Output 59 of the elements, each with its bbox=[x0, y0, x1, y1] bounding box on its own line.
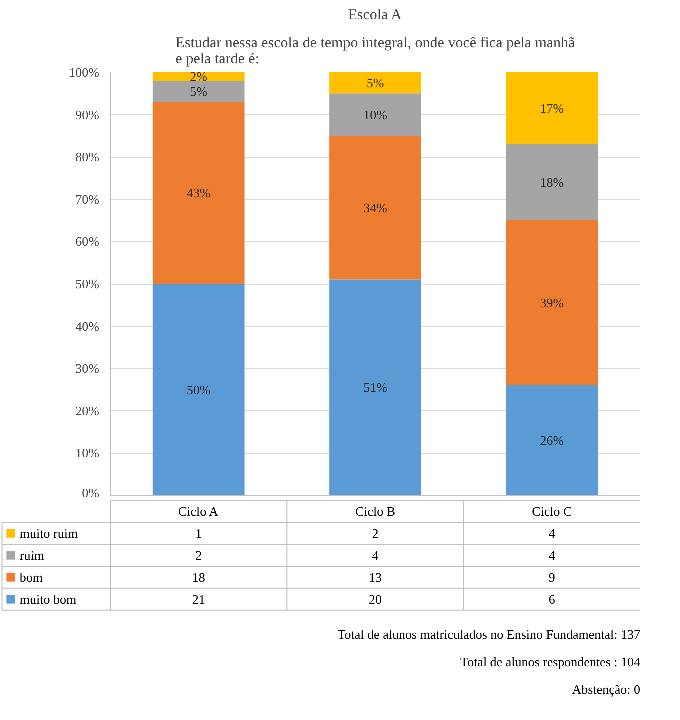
bar bbox=[506, 220, 598, 386]
y-tick-label: 60% bbox=[76, 234, 100, 250]
data-label: 5% bbox=[190, 84, 208, 100]
y-tick-label: 10% bbox=[76, 446, 100, 461]
bar bbox=[152, 72, 245, 81]
y-tick-label: 70% bbox=[76, 192, 100, 207]
text: 2 bbox=[372, 526, 379, 541]
text: 6 bbox=[548, 592, 556, 607]
y-tick-label: 20% bbox=[76, 403, 100, 418]
bar bbox=[330, 136, 422, 280]
chart-subtitle: Estudar nessa escola de tempo integral, onde você fica pela manhã e pela tarde é: bbox=[176, 36, 576, 68]
text: 2 bbox=[196, 548, 202, 563]
y-tick-label: 80% bbox=[76, 150, 100, 165]
data-label: 2% bbox=[190, 69, 208, 84]
bar bbox=[152, 284, 245, 496]
bar bbox=[506, 144, 598, 221]
bar bbox=[330, 94, 422, 136]
legend-label: ruim bbox=[20, 548, 44, 563]
bar bbox=[506, 386, 598, 496]
legend-label: muito ruim bbox=[20, 526, 78, 541]
text: 4 bbox=[548, 526, 556, 541]
data-label: 5% bbox=[366, 76, 384, 91]
text: 9 bbox=[548, 570, 556, 585]
data-label: 10% bbox=[364, 107, 388, 122]
data-label: 26% bbox=[540, 433, 564, 448]
y-tick-label: 0% bbox=[82, 486, 100, 500]
text: 4 bbox=[548, 548, 556, 563]
data-label: 18% bbox=[540, 174, 564, 190]
y-tick-label: 90% bbox=[76, 107, 100, 122]
data-label: 34% bbox=[364, 200, 388, 216]
x-tick-label: Ciclo C bbox=[532, 504, 572, 519]
x-tick-label: Ciclo B bbox=[355, 504, 396, 519]
text: 4 bbox=[372, 548, 380, 563]
bar bbox=[152, 80, 245, 102]
bar bbox=[506, 72, 598, 144]
x-tick-label: Ciclo A bbox=[178, 504, 220, 519]
y-tick-label: 50% bbox=[76, 276, 100, 292]
bar bbox=[152, 102, 245, 284]
legend-label: muito bom bbox=[20, 592, 77, 607]
y-tick-label: 30% bbox=[76, 361, 100, 376]
text: 20 bbox=[369, 592, 382, 607]
text: 18 bbox=[192, 570, 206, 585]
text: Total de alunos matriculados no Ensino Fundamental: 137 bbox=[338, 627, 641, 642]
text: 1 bbox=[196, 526, 202, 541]
data-label: 50% bbox=[186, 382, 211, 398]
text: 21 bbox=[192, 592, 206, 607]
y-tick-label: 100% bbox=[69, 65, 100, 80]
legend-label: bom bbox=[20, 570, 44, 585]
data-label: 43% bbox=[186, 186, 211, 201]
data-label: 51% bbox=[364, 380, 388, 396]
y-tick-label: 40% bbox=[76, 318, 100, 334]
text: 13 bbox=[369, 570, 382, 585]
bar bbox=[330, 280, 422, 496]
data-label: 39% bbox=[540, 296, 564, 311]
text: Abstenção: 0 bbox=[572, 682, 641, 698]
text: Total de alunos respondentes : 104 bbox=[460, 654, 641, 670]
chart-title: Escola A bbox=[348, 8, 402, 24]
data-label: 17% bbox=[540, 100, 564, 116]
bar bbox=[330, 72, 422, 94]
